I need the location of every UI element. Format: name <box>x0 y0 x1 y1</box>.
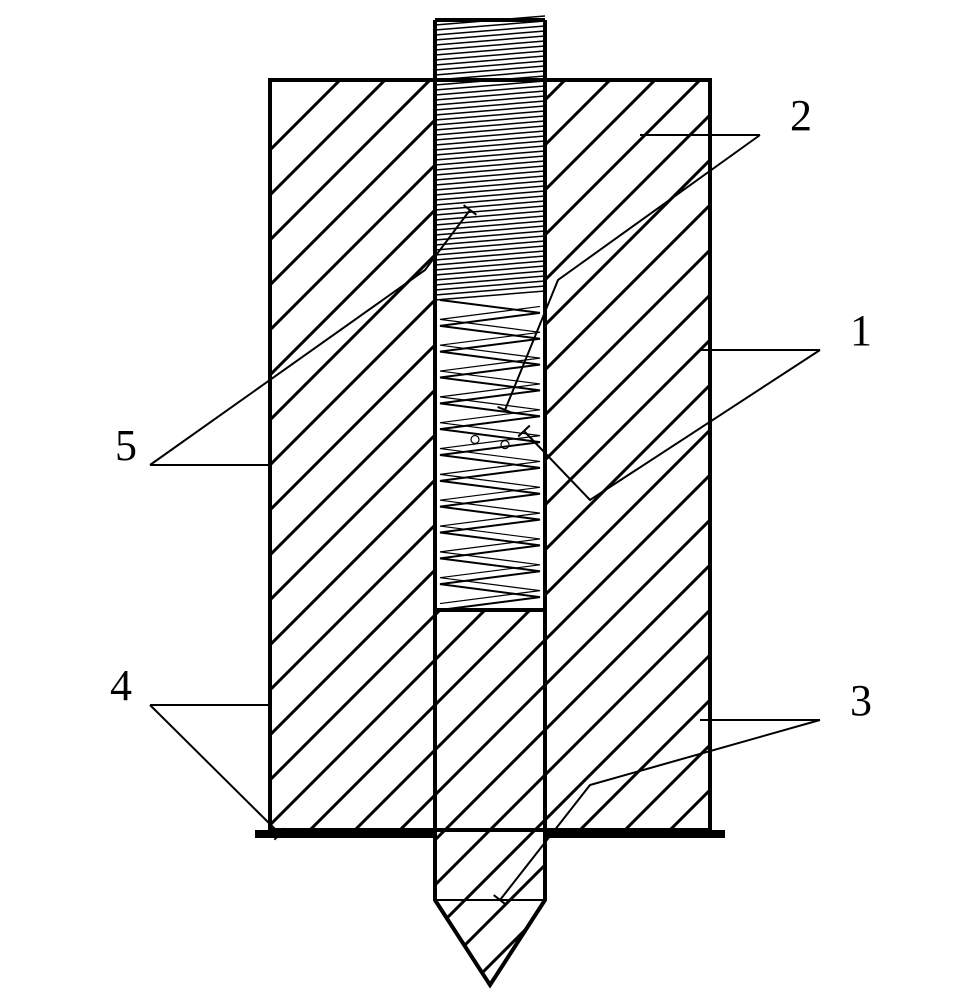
callout-1: 1 <box>850 306 872 355</box>
callout-5: 5 <box>115 421 137 470</box>
callout-4: 4 <box>110 661 132 710</box>
callout-2: 2 <box>790 91 812 140</box>
callout-3: 3 <box>850 676 872 725</box>
